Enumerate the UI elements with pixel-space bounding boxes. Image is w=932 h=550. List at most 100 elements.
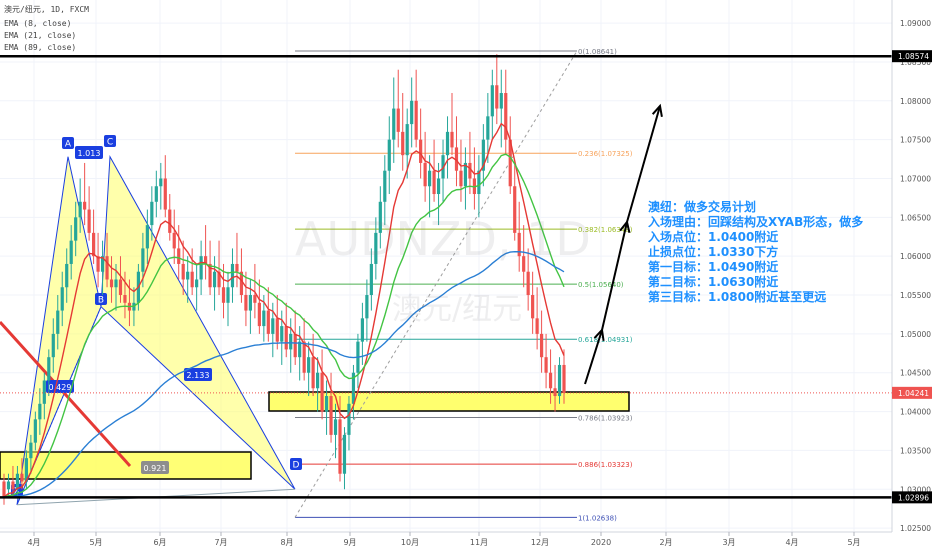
pattern-point-c[interactable] (104, 135, 116, 147)
indicator-ema8[interactable]: EMA (8, close) (4, 19, 72, 28)
projection-arrows[interactable] (584, 103, 663, 385)
candle-body (342, 434, 347, 474)
candle-body (517, 232, 521, 257)
indicator-ema21[interactable]: EMA (21, close) (4, 31, 77, 40)
candle-body (217, 271, 221, 288)
candle-body (454, 147, 459, 171)
fibonacci-retracement[interactable]: 0(1.08641) 0.236(1.07325) 0.382(1.06348) 0.… (294, 48, 633, 522)
candle-body (557, 364, 562, 397)
ratio-badge[interactable] (184, 368, 212, 381)
time-tick-label: 2月 (659, 538, 672, 547)
time-tick-label: 2020 (591, 538, 611, 547)
candle-body (333, 419, 338, 435)
candle-body (83, 201, 87, 210)
candle-body (235, 263, 239, 272)
candle-body (307, 357, 311, 373)
fib-trend-line[interactable] (294, 50, 578, 518)
candle-body (401, 131, 405, 156)
candle-body (423, 162, 427, 187)
candle-body (105, 256, 109, 280)
time-tick-label: 8月 (280, 538, 293, 547)
candle-body (378, 201, 382, 233)
price-tick-label: 1.05000 (900, 330, 931, 339)
candle-body (553, 388, 557, 397)
candle-body (459, 170, 463, 187)
candle-body (535, 318, 539, 334)
fib-level-label: 0.5(1.05640) (578, 281, 624, 289)
candle-body (495, 85, 499, 109)
price-tick-label: 1.06500 (900, 213, 931, 222)
candle-body (150, 201, 154, 226)
time-axis[interactable]: 4月 5月 6月 7月 8月 9月 10月 11月 12月 2020 2月 3月 4月 5月 (0, 531, 892, 547)
chart-title[interactable]: 澳元/纽元, 1D, FXCM (4, 5, 89, 14)
candle-body (11, 481, 15, 490)
pattern-point-label: D (293, 461, 300, 471)
arrow-to-target-2[interactable] (601, 221, 628, 331)
ratio-badge[interactable] (75, 146, 103, 159)
pattern-point-a[interactable] (62, 137, 74, 149)
candle-body (51, 333, 55, 358)
price-tick-label: 1.06000 (900, 252, 931, 261)
horizontal-levels[interactable] (0, 54, 892, 499)
ratio-badge[interactable] (141, 461, 169, 474)
bcd-triangle[interactable] (100, 154, 296, 490)
candle-body (392, 108, 396, 140)
candle-body (141, 248, 145, 272)
time-tick-label: 7月 (214, 538, 227, 547)
time-tick-label: 10月 (401, 538, 419, 547)
candle-body (490, 85, 494, 117)
indicator-ema89[interactable]: EMA (89, close) (4, 43, 77, 52)
candle-body (293, 333, 297, 358)
ema-lines (3, 122, 565, 498)
level-price-tag-label: 1.08574 (898, 52, 929, 61)
price-tick-label: 1.07500 (900, 136, 931, 145)
candle-body (253, 295, 257, 303)
candle-body (531, 295, 535, 319)
candle-body (324, 396, 329, 412)
candle-body (118, 279, 123, 296)
candle-body (548, 372, 553, 389)
candle-body (2, 481, 6, 498)
pattern-point-label: B (98, 296, 104, 306)
candle-body (100, 256, 105, 272)
fib-level-label: 1(1.02638) (578, 514, 617, 522)
candle-body (190, 271, 194, 288)
candle-body (329, 396, 333, 435)
arrow-to-target-1[interactable] (584, 329, 603, 385)
time-tick-label: 12月 (531, 538, 549, 547)
downtrend-line[interactable] (0, 320, 132, 468)
price-tick-label: 1.03000 (900, 485, 931, 494)
arrow-to-target-3[interactable] (626, 105, 661, 223)
candle-body (78, 201, 82, 218)
candle-body (428, 170, 432, 187)
level-price-tag[interactable] (892, 50, 932, 63)
candle-body (445, 131, 450, 156)
trade-plan-note[interactable]: 澳纽：做多交易计划 入场理由：回踩结构及XYAB形态，做多 入场点位：1.040… (648, 200, 863, 305)
candle-body (199, 256, 203, 280)
candle-body (177, 248, 181, 264)
current-price-tag[interactable] (892, 386, 932, 399)
candle-body (468, 162, 472, 179)
fib-level-label: 0.886(1.03323) (578, 461, 633, 469)
candle-body (6, 481, 11, 490)
time-tick-label: 4月 (785, 538, 798, 547)
support-zone-entry[interactable] (268, 391, 630, 412)
plan-line: 澳纽：做多交易计划 (648, 200, 757, 214)
support-zone-lower[interactable] (0, 451, 252, 480)
level-price-tag[interactable] (892, 491, 932, 504)
fib-level-label: 0.236(1.07325) (578, 150, 633, 158)
candle-body (414, 100, 418, 140)
ratio-badge[interactable] (46, 380, 74, 393)
candle-body (65, 263, 69, 288)
candle-body (96, 256, 100, 272)
candle-body (526, 271, 530, 296)
pattern-point-d[interactable] (290, 458, 302, 470)
candle-body (109, 279, 114, 288)
price-axis[interactable]: 1.09000 1.08500 1.08000 1.07500 1.07000 1.065… (891, 0, 932, 533)
pattern-point-b[interactable] (95, 293, 107, 305)
candle-body (365, 295, 369, 319)
candle-body (20, 473, 24, 482)
current-price-tag-label: 1.04241 (898, 389, 929, 398)
